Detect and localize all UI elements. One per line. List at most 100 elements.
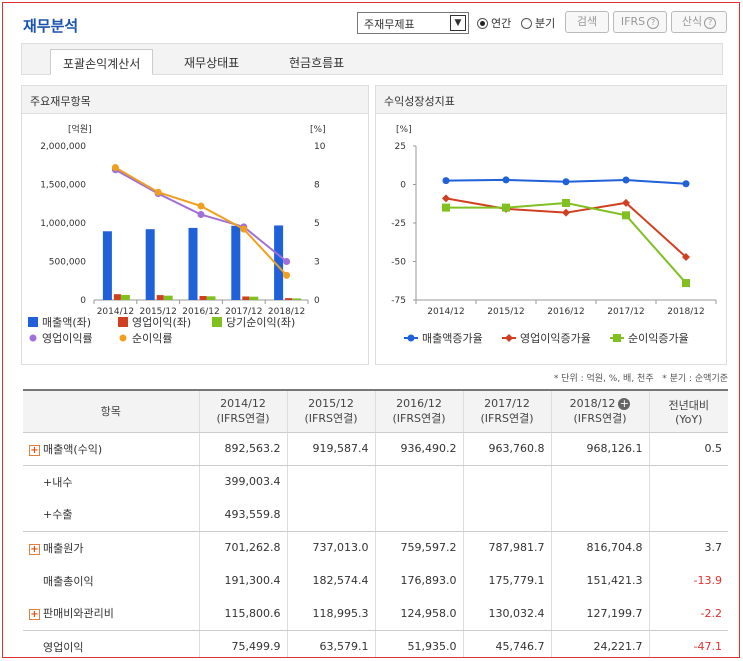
radio-quarter[interactable]: 분기	[521, 15, 555, 31]
right-axis-unit: [%]	[310, 125, 326, 135]
bar-sales	[274, 225, 284, 300]
header-sublabel: (IFRS연결)	[480, 411, 534, 425]
header-label: 2014/12	[220, 396, 266, 410]
ifrs-button[interactable]: IFRS?	[613, 11, 667, 33]
table-row: + 매출원가 701,262.8 737,013.0 759,597.2 787,981.…	[23, 531, 728, 564]
legend-swatch	[29, 334, 37, 342]
x-tick-label: 2015/12	[140, 307, 177, 317]
formula-button[interactable]: 산식?	[671, 11, 727, 33]
value-cell: 24,221.7	[550, 630, 649, 657]
header-col: 2018/12 + (IFRS연결)	[550, 389, 649, 433]
header-col: 2017/12 (IFRS연결)	[462, 389, 551, 433]
row-label[interactable]: + 매출원가	[23, 531, 199, 564]
value-cell: 124,958.0	[374, 597, 463, 631]
value-cell: 182,574.4	[286, 564, 375, 597]
unit-note: * 단위 : 억원, %, 배, 천주	[553, 374, 654, 384]
table-row: +내수 399,003.4	[23, 465, 728, 498]
bar-operating-profit	[156, 295, 164, 300]
value-cell: 892,563.2	[198, 432, 287, 466]
value-cell	[374, 465, 463, 498]
bar-sales	[145, 229, 155, 300]
legend-label: 매출액증가율	[422, 332, 483, 345]
value-cell: 151,421.3	[550, 564, 649, 597]
row-label: 매출총이익	[23, 564, 199, 597]
chevron-down-icon[interactable]: ▼	[450, 15, 466, 31]
y-axis-unit: [%]	[396, 125, 412, 135]
tab-cash-flow[interactable]: 현금흐름표	[289, 56, 345, 70]
point-sales-growth	[562, 178, 570, 186]
point-net-margin	[197, 202, 205, 210]
y-tick-label: -50	[391, 258, 406, 268]
header-sublabel: (IFRS연결)	[304, 411, 358, 425]
value-cell: 701,262.8	[198, 531, 287, 564]
header-col: 전년대비 (YoY)	[648, 389, 728, 433]
point-sales-growth	[682, 180, 690, 188]
x-tick-label: 2018/12	[667, 307, 704, 317]
header-sublabel: (IFRS연결)	[216, 411, 270, 425]
expand-row-icon[interactable]: +	[29, 444, 40, 456]
point-op-profit-growth	[442, 194, 450, 203]
y-tick-label-right: 8	[314, 181, 320, 191]
left-axis-unit: [억원]	[68, 123, 92, 135]
expand-column-icon[interactable]: +	[618, 396, 631, 410]
tab-income-statement[interactable]: 포괄손익계산서	[50, 49, 154, 75]
point-sales-growth	[442, 177, 450, 185]
yoy-cell: -2.2	[648, 597, 728, 631]
expand-row-icon[interactable]: +	[29, 609, 40, 621]
row-label-text: 영업이익	[43, 640, 84, 654]
bar-sales	[102, 231, 112, 300]
point-operating-margin	[283, 258, 291, 265]
legend-label: 매출액(좌)	[42, 316, 91, 329]
yoy-cell: 0.5	[648, 432, 728, 466]
table-row: 영업이익 75,499.9 63,579.1 51,935.0 45,746.7 24,2…	[23, 630, 728, 657]
statement-type-select[interactable]: 주재무제표 ▼	[357, 12, 469, 34]
y-tick-label: 0	[400, 181, 406, 191]
y-tick-label-right: 10	[314, 142, 326, 152]
tab-balance-sheet[interactable]: 재무상태표	[184, 56, 240, 70]
x-tick-label: 2016/12	[182, 307, 219, 317]
legend-marker	[613, 334, 621, 342]
help-icon: ?	[704, 17, 717, 29]
value-cell: 816,704.8	[550, 531, 649, 564]
table-row: +수출 493,559.8	[23, 498, 728, 532]
row-label[interactable]: + 매출액(수익)	[23, 432, 199, 466]
value-cell: 968,126.1	[550, 432, 649, 466]
row-label[interactable]: + 판매비와관리비	[23, 597, 199, 631]
point-net-income-growth	[562, 198, 570, 207]
page-title: 재무분석	[23, 17, 79, 35]
table-row: + 판매비와관리비 115,800.6 118,995.3 124,958.0 130,0…	[23, 597, 728, 631]
radio-annual[interactable]: 연간	[477, 15, 511, 31]
header-label: 전년대비	[668, 398, 709, 412]
value-cell: 175,779.1	[462, 564, 551, 597]
header-label: 2018/12 +	[569, 396, 631, 410]
point-op-profit-growth	[682, 253, 690, 262]
y-tick-label-left: 500,000	[49, 258, 86, 268]
search-button[interactable]: 검색	[565, 11, 609, 33]
bar-operating-profit	[242, 296, 250, 300]
value-cell	[550, 465, 649, 498]
table-header-row: 항목 2014/12 (IFRS연결) 2015/12 (IFRS연결) 2016/12(…	[23, 389, 728, 433]
formula-button-label: 산식	[681, 15, 703, 28]
y-tick-label-left: 2,000,000	[40, 142, 86, 152]
value-cell: 75,499.9	[198, 630, 287, 657]
statement-tabs: 포괄손익계산서 재무상태표 현금흐름표	[21, 43, 723, 75]
point-net-income-growth	[502, 203, 510, 212]
point-op-profit-growth	[622, 198, 630, 207]
legend-marker	[505, 334, 513, 342]
yoy-cell	[648, 465, 728, 498]
x-tick-label: 2014/12	[427, 307, 464, 317]
value-cell: 936,490.2	[374, 432, 463, 466]
y-tick-label: 25	[395, 142, 406, 152]
y-tick-label-left: 0	[80, 296, 86, 306]
y-tick-label-right: 5	[314, 219, 320, 229]
panel-title: 주요재무항목	[22, 86, 368, 114]
legend-label: 영업이익(좌)	[132, 316, 191, 329]
yoy-cell: 3.7	[648, 531, 728, 564]
value-cell	[550, 498, 649, 532]
radio-annual-label: 연간	[491, 17, 512, 30]
legend-label: 영업이익률	[42, 332, 93, 345]
y-tick-label: -75	[391, 296, 406, 306]
expand-row-icon[interactable]: +	[29, 543, 40, 555]
value-cell: 759,597.2	[374, 531, 463, 564]
